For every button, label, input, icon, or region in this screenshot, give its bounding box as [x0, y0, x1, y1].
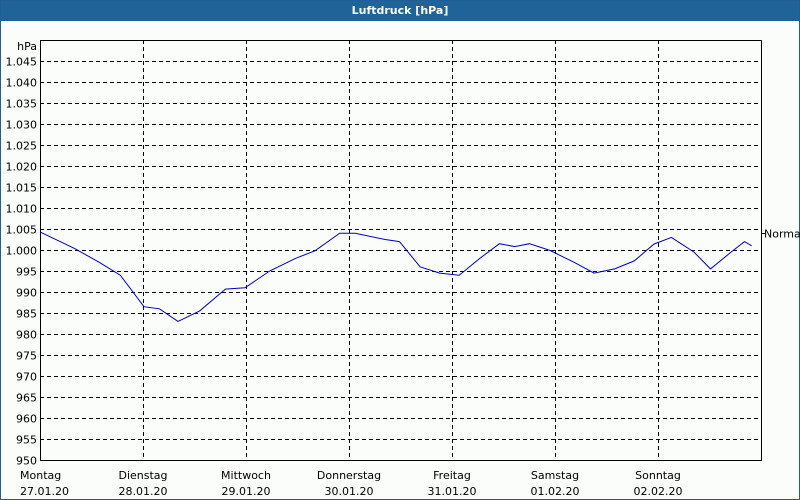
normal-label: Normal — [764, 228, 800, 241]
y-tick-label: 1.025 — [6, 140, 38, 153]
y-tick-label: 1.045 — [6, 56, 38, 69]
y-tick-label: 1.000 — [6, 245, 38, 258]
x-tick-date: 27.01.20 — [20, 485, 69, 498]
x-tick-day: Sonntag — [635, 469, 681, 482]
y-tick-label: 1.020 — [6, 161, 38, 174]
plot-frame — [40, 40, 762, 461]
y-tick-label: 990 — [16, 287, 37, 300]
y-tick-label: 985 — [16, 308, 37, 321]
x-tick-day: Dienstag — [118, 469, 167, 482]
y-tick-label: 1.035 — [6, 98, 38, 111]
y-tick-label: 950 — [16, 455, 37, 468]
x-tick-date: 28.01.20 — [119, 485, 168, 498]
x-tick-date: 29.01.20 — [222, 485, 271, 498]
x-tick-day: Mittwoch — [221, 469, 271, 482]
x-tick-date: 30.01.20 — [325, 485, 374, 498]
x-tick-day: Montag — [20, 469, 61, 482]
x-tick-day: Donnerstag — [317, 469, 381, 482]
y-tick-label: 1.005 — [6, 224, 38, 237]
y-tick-label: 975 — [16, 350, 37, 363]
x-tick-date: 01.02.20 — [531, 485, 580, 498]
y-tick-label: 980 — [16, 329, 37, 342]
y-tick-label: 960 — [16, 413, 37, 426]
x-tick-date: 31.01.20 — [428, 485, 477, 498]
y-tick-label: 1.040 — [6, 77, 38, 90]
y-tick-label: 955 — [16, 434, 37, 447]
x-tick-day: Samstag — [531, 469, 579, 482]
x-tick-date: 02.02.20 — [634, 485, 683, 498]
window-title: Luftdruck [hPa] — [1, 1, 799, 21]
y-tick-label: 965 — [16, 392, 37, 405]
y-axis-unit: hPa — [17, 40, 37, 53]
pressure-series-line — [39, 231, 752, 322]
x-tick-day: Freitag — [433, 469, 471, 482]
y-tick-label: 1.010 — [6, 203, 38, 216]
y-tick-label: 970 — [16, 371, 37, 384]
y-tick-label: 1.015 — [6, 182, 38, 195]
y-tick-label: 1.030 — [6, 119, 38, 132]
y-tick-label: 995 — [16, 266, 37, 279]
